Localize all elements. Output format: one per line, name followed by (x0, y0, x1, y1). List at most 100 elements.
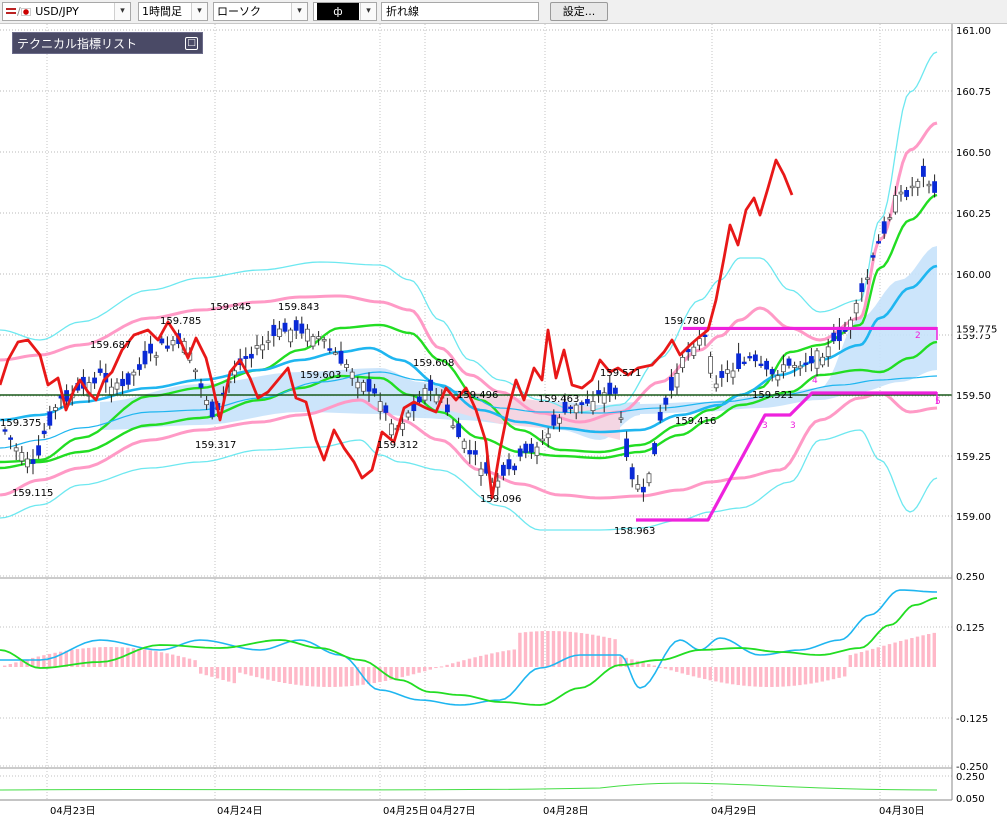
histogram-bar (714, 667, 718, 682)
chart-style-select[interactable]: ローソク ▾ (213, 2, 308, 21)
indicator-select[interactable]: ф ▾ (313, 2, 377, 21)
candle-body (232, 370, 238, 376)
x-tick-label: 04月27日 (430, 805, 475, 817)
histogram-bar (529, 631, 533, 667)
settings-button[interactable]: 設定... (550, 2, 608, 21)
candle-body (730, 370, 736, 378)
histogram-bar (501, 651, 505, 667)
us-flag-icon (6, 8, 16, 16)
histogram-bar (904, 639, 908, 667)
candle-body (349, 371, 355, 379)
price-label: 159.416 (675, 416, 716, 427)
candle-body (809, 356, 814, 364)
price-label: 159.375 (0, 418, 41, 429)
candle-body (629, 467, 635, 480)
candle-body (444, 404, 450, 413)
histogram-bar (927, 634, 931, 667)
histogram-bar (910, 638, 914, 667)
histogram-bar (428, 667, 432, 670)
histogram-bar (333, 667, 337, 687)
candle-body (657, 411, 663, 421)
candle-body (568, 406, 573, 409)
candle-body (831, 332, 837, 342)
candle-body (204, 399, 210, 406)
histogram-bar (585, 633, 589, 667)
histogram-bar (400, 667, 404, 678)
candle-body (781, 364, 786, 373)
candle-body (293, 320, 299, 331)
candle-body (803, 362, 809, 365)
candle-body (585, 399, 590, 404)
chart-area[interactable]: 2 4 3 3 5 159.375 159.115 159.687 159.785 159.84… (0, 24, 1007, 820)
candle-body (282, 322, 288, 332)
candle-body (271, 324, 277, 337)
histogram-bar (473, 657, 477, 667)
y-tick-label: 159.75 (956, 331, 991, 342)
candle-body (372, 388, 378, 394)
candle-body (590, 401, 596, 412)
histogram-bar (322, 667, 326, 687)
zigzag-number: 4 (812, 376, 818, 386)
candle-body (120, 378, 125, 387)
candle-body (310, 336, 316, 347)
symbol-select[interactable]: / USD/JPY ▾ (2, 2, 131, 21)
price-marker-bg (953, 322, 993, 335)
candle-body (713, 383, 719, 389)
symbol-label: USD/JPY (35, 5, 79, 18)
candle-body (164, 345, 170, 349)
histogram-bar (602, 636, 606, 667)
histogram-bar (87, 647, 91, 667)
histogram-bar (148, 650, 152, 667)
timeframe-select[interactable]: 1時間足 ▾ (138, 2, 208, 21)
candle-body (360, 382, 366, 392)
toggle-icon[interactable]: □ (185, 37, 198, 50)
histogram-bar (53, 652, 57, 667)
histogram-bar (540, 631, 544, 667)
chevron-down-icon[interactable]: ▾ (360, 3, 376, 20)
histogram-bar (406, 667, 410, 676)
candle-body (428, 379, 434, 391)
histogram-bar (445, 664, 449, 667)
histogram-bar (221, 667, 225, 680)
candle-body (870, 255, 876, 258)
x-tick-label: 04月28日 (543, 805, 588, 817)
histogram-bar (199, 667, 203, 674)
candle-body (114, 382, 120, 390)
histogram-bar (277, 667, 281, 683)
candle-body (159, 338, 165, 344)
histogram-bar (176, 655, 180, 667)
histogram-bar (417, 667, 421, 673)
histogram-bar (843, 667, 847, 677)
candle-body (47, 411, 53, 426)
grid (0, 24, 952, 800)
histogram-bar (876, 647, 880, 667)
candle-body (881, 221, 887, 234)
candle-body (41, 430, 47, 435)
candle-body (736, 353, 741, 369)
candle-body (24, 458, 30, 468)
histogram-bar (831, 667, 836, 680)
candle-body (909, 185, 915, 189)
candle-body (915, 181, 921, 188)
y-tick-label: 159.00 (956, 512, 991, 523)
indicator-list-panel[interactable]: テクニカル指標リスト □ (12, 32, 203, 54)
histogram-bar (204, 667, 208, 676)
oscillator-panel (0, 589, 938, 791)
chevron-down-icon[interactable]: ▾ (114, 3, 130, 20)
histogram-bar (154, 651, 158, 667)
chevron-down-icon[interactable]: ▾ (191, 3, 207, 20)
histogram-bar (893, 642, 897, 667)
candle-body (517, 448, 523, 457)
candle-body (725, 369, 730, 374)
histogram-bar (675, 667, 679, 672)
candle-body (887, 217, 893, 220)
candle-body (741, 361, 747, 364)
line-type-field[interactable]: 折れ線 (381, 2, 539, 21)
histogram-bar (467, 658, 472, 667)
candle-body (792, 364, 797, 368)
chevron-down-icon[interactable]: ▾ (291, 3, 307, 20)
histogram-bar (742, 667, 746, 686)
candle-body (523, 443, 529, 453)
y-tick-label: 160.75 (956, 87, 991, 98)
x-tick-label: 04月24日 (217, 805, 262, 817)
